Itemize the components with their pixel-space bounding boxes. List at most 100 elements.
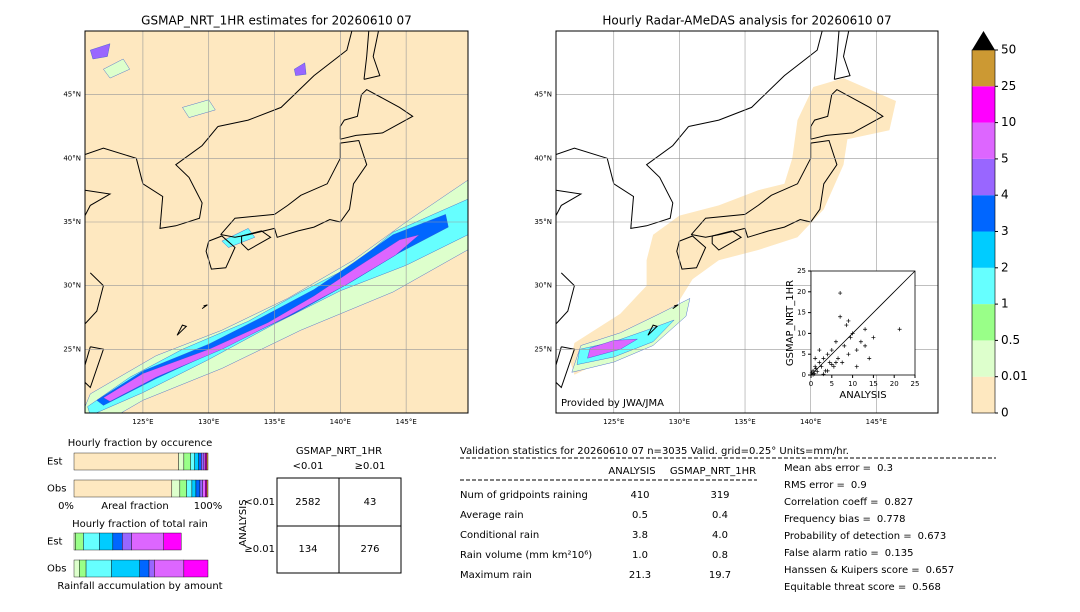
x-tick-label: 130°E (198, 418, 219, 426)
x-tick-label: 125°E (603, 418, 624, 426)
fraction-segment (73, 532, 76, 551)
stat-value: 0.4 (712, 510, 728, 521)
x-tick-label: 125°E (132, 418, 153, 426)
fraction-segment (154, 559, 185, 578)
row-title: ANALYSIS (238, 499, 249, 546)
scatter-point (897, 327, 902, 332)
fraction-segment (148, 559, 155, 578)
row-label: <0.01 (244, 497, 275, 508)
colorbar-label: 4 (1001, 188, 1009, 202)
panel-title: Hourly fraction by occurence (68, 438, 212, 449)
colorbar-label: 25 (1001, 79, 1016, 93)
score-label: False alarm ratio = (784, 548, 879, 559)
scatter-point (833, 339, 838, 344)
fraction-segment (112, 532, 123, 551)
scatter-point (854, 364, 859, 369)
score-label: Equitable threat score = (784, 582, 906, 593)
scatter-point (850, 331, 855, 336)
score-value: 0.135 (885, 548, 914, 559)
col-label: <0.01 (293, 461, 324, 472)
map-frame (84, 30, 469, 414)
scatter-point (867, 356, 872, 361)
score-label: Hanssen & Kuipers score = (784, 565, 920, 576)
y-tick-label: 40°N (534, 154, 552, 162)
y-axis-label: GSMAP_NRT_1HR (785, 280, 796, 366)
score: Probability of detection = 0.673 (784, 531, 946, 542)
scatter-point (848, 335, 853, 340)
coastline (676, 235, 707, 270)
table-cell: 2582 (295, 497, 320, 508)
scatter-point (811, 368, 816, 373)
x-tick-label: 10 (848, 380, 857, 388)
score-value: 0.778 (877, 514, 906, 525)
x-tick-label: 15 (869, 380, 878, 388)
coastline (85, 346, 105, 389)
coastline (810, 88, 884, 140)
col-header: ANALYSIS (608, 466, 655, 477)
stat-value: 1.0 (632, 550, 648, 561)
rain-area (90, 43, 111, 60)
stat-value: 21.3 (629, 570, 651, 581)
scatter-point (811, 372, 816, 377)
row-label: Est (47, 457, 63, 468)
fraction-segment (186, 479, 193, 498)
scatter-point (838, 291, 843, 296)
stat-value: 19.7 (709, 570, 731, 581)
coastline (833, 31, 851, 80)
stat-value: 3.8 (632, 530, 648, 541)
stat-label: Num of gridpoints raining (460, 490, 588, 501)
x-tick-label: 5 (830, 380, 834, 388)
colorbar-segment (972, 267, 995, 305)
x-tick-label: 145°E (866, 418, 887, 426)
fraction-segment (178, 452, 185, 471)
fraction-segment (139, 559, 150, 578)
scatter-point (813, 366, 818, 371)
fraction-segment (131, 532, 164, 551)
colorbar-label: 0 (1001, 406, 1009, 420)
x-axis-label: ANALYSIS (839, 390, 886, 401)
colorbar-label: 1 (1001, 297, 1009, 311)
scatter-point (825, 352, 830, 357)
coastline (688, 31, 823, 127)
row-label: Obs (47, 484, 66, 495)
colorbar-segment (972, 340, 995, 377)
coastline (85, 147, 137, 159)
stat-label: Conditional rain (460, 530, 539, 541)
score: False alarm ratio = 0.135 (784, 548, 913, 559)
panel-title: Hourly fraction of total rain (72, 519, 208, 530)
score-value: 0.657 (926, 565, 955, 576)
map-frame (555, 30, 939, 414)
score-label: Frequency bias = (784, 514, 871, 525)
diagonal (810, 270, 916, 376)
x-tick-label: 0 (809, 380, 813, 388)
fraction-segment (205, 479, 207, 498)
score: Mean abs error = 0.3 (784, 463, 893, 474)
scatter-point (858, 339, 863, 344)
x-tick-label: 145°E (395, 418, 416, 426)
scatter-point (863, 343, 868, 348)
axis-label: Rainfall accumulation by amount (57, 581, 222, 592)
col-label: ≥0.01 (355, 461, 386, 472)
y-tick-label: 10 (797, 329, 806, 337)
coastline (339, 88, 414, 140)
fraction-segment (179, 479, 187, 498)
y-tick-label: 25 (797, 267, 806, 275)
coastline (647, 324, 659, 336)
coastline (556, 346, 576, 389)
x-tick-label: 140°E (330, 418, 351, 426)
stats-header: Validation statistics for 20260610 07 n=… (460, 446, 849, 457)
axis-label: 0% (58, 501, 74, 512)
colorbar-label: 0.01 (1001, 369, 1028, 383)
fraction-segment (191, 479, 197, 498)
map-title: Hourly Radar-AMeDAS analysis for 2026061… (602, 14, 891, 28)
row-label: Obs (47, 564, 66, 575)
col-header: GSMAP_NRT_1HR (670, 466, 756, 477)
row-label: ≥0.01 (244, 544, 275, 555)
fraction-segment (111, 559, 140, 578)
scatter-point (819, 364, 824, 369)
scatter-point (842, 343, 847, 348)
fraction-segment (75, 532, 84, 551)
table-cell: 43 (364, 497, 377, 508)
row-label: Est (47, 537, 63, 548)
coastline (85, 272, 104, 325)
